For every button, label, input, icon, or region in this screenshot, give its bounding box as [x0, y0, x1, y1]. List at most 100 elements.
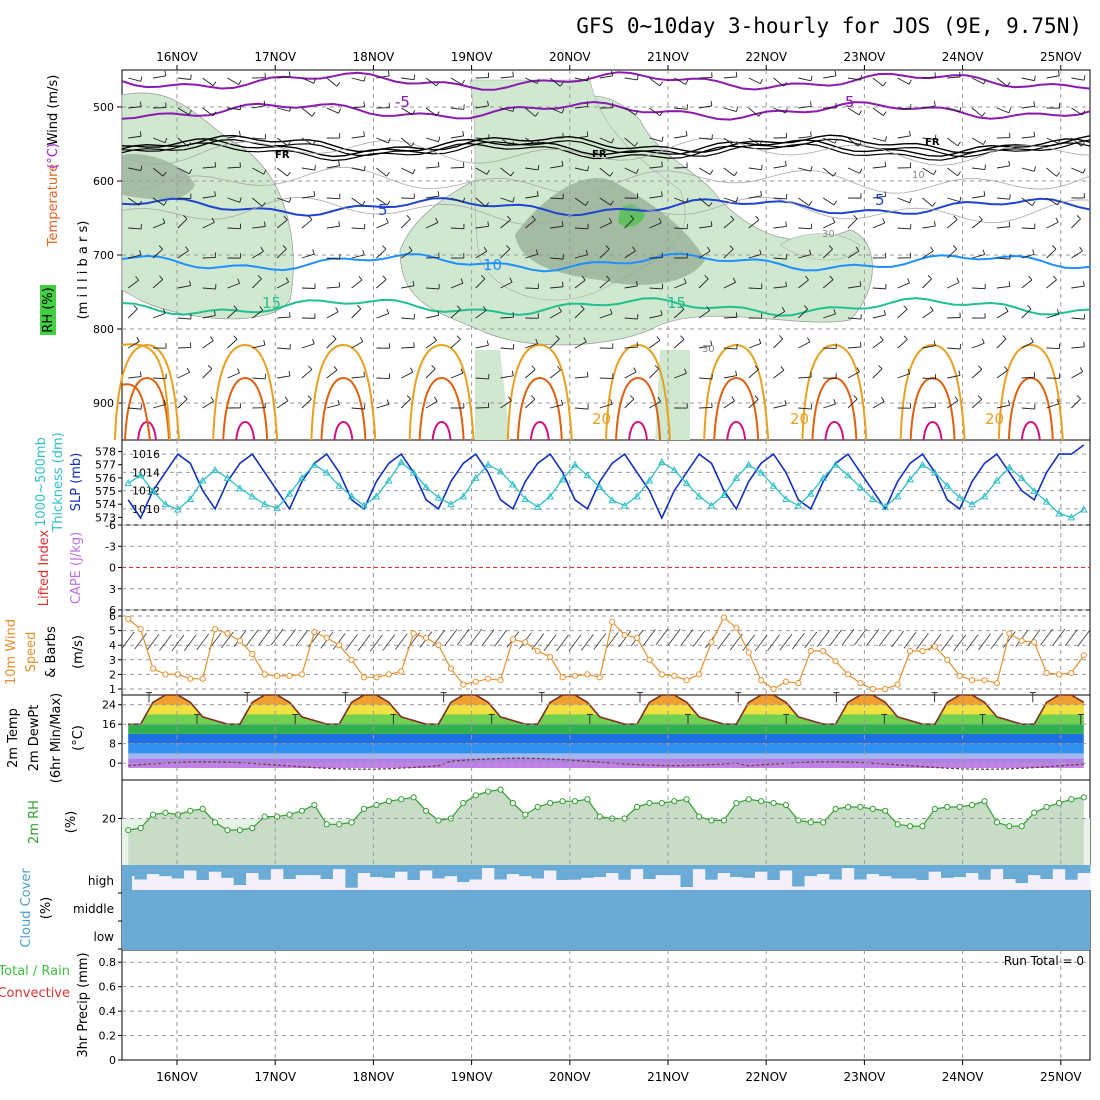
thickness-point: [993, 476, 1001, 484]
y-axis-label: Thickness (dm): [51, 432, 66, 532]
wind-barb: [773, 226, 787, 229]
wind-barb: [500, 347, 514, 350]
wind-barb: [238, 130, 241, 137]
wind-barb: [922, 250, 934, 259]
wind-barb: [698, 278, 709, 289]
y-axis-label: (m/s): [71, 635, 86, 669]
wind-barb: [511, 370, 514, 376]
wind-barb: [649, 166, 663, 169]
wind-barb: [326, 197, 340, 200]
wind-barb: [866, 629, 880, 646]
wind-tick-label: 1: [109, 683, 116, 696]
wind-barb: [245, 629, 259, 646]
wind-barb: [202, 400, 214, 409]
isotherm-arch-20: [212, 343, 279, 441]
cloud-high-gap: [1077, 873, 1091, 890]
wind-barb: [450, 227, 464, 230]
wind-barb: [412, 168, 416, 174]
precip-tick-label: 0.2: [99, 1030, 117, 1043]
wind-barb: [659, 111, 664, 116]
cloud-high-bar: [829, 865, 843, 880]
wind-barb: [284, 396, 289, 402]
contour-label: FR: [925, 137, 940, 148]
cloud-high-gap: [481, 868, 495, 890]
cape-tick-label: -6: [105, 519, 116, 532]
wind-barb: [202, 107, 214, 117]
wind-barb: [897, 373, 910, 379]
wind-barb: [227, 282, 240, 289]
wind-speed-point: [720, 614, 727, 621]
wind-barb: [611, 70, 614, 76]
cape-tick-label: 3: [109, 583, 116, 596]
wind-barb: [202, 221, 215, 229]
contour-label: FR: [275, 150, 290, 161]
wind-barb: [326, 77, 338, 87]
wind-barb: [469, 628, 483, 646]
cloud-high-gap: [332, 869, 346, 890]
wind-barb: [706, 246, 711, 252]
cloud-high-gap: [432, 878, 446, 890]
cloud-high-gap: [543, 870, 557, 890]
isotherm-line: [121, 197, 1091, 217]
wind-barb: [1071, 285, 1085, 289]
wind-barb: [624, 346, 638, 349]
wind-barb: [723, 137, 735, 147]
wind-barb: [748, 77, 761, 85]
wind-barb: [773, 107, 786, 114]
wind-barb: [500, 107, 514, 112]
y-axis-label: 1000~500mb: [34, 437, 49, 527]
isotherm-arch-30: [824, 420, 845, 441]
contour-label: 5: [378, 201, 388, 219]
cloud-high-gap: [767, 879, 781, 890]
wind-barb: [227, 107, 241, 111]
wind-barb: [288, 71, 291, 77]
rh-point: [695, 813, 703, 820]
wind-barb: [587, 165, 590, 172]
wind-barb: [536, 78, 540, 84]
wind-barb: [773, 165, 787, 169]
wind-barb: [610, 200, 614, 206]
wind-barb: [599, 279, 610, 289]
cloud-high-bar: [519, 865, 533, 877]
wind-barb: [834, 70, 837, 76]
wind-barb: [549, 338, 560, 349]
wind-barb: [1046, 197, 1058, 206]
cloud-high-gap: [159, 876, 173, 890]
wind-barb: [723, 281, 736, 289]
wind-barb: [649, 107, 661, 117]
wind-barb: [1056, 398, 1060, 404]
thickness-point: [198, 476, 207, 484]
wind-barb: [505, 245, 511, 250]
wind-barb: [525, 195, 539, 199]
wind-barb: [930, 246, 934, 252]
thickness-point: [360, 501, 368, 509]
y-axis-label: (%): [64, 811, 79, 834]
cloud-high-bar: [556, 865, 570, 880]
wind-barb: [683, 278, 687, 284]
date-label-top: 21NOV: [647, 50, 689, 64]
wind-barb: [959, 106, 962, 112]
wind-barb: [699, 76, 713, 79]
thickness-tick-label: 577: [95, 459, 116, 472]
temperature-panel: 0 8 16 24: [102, 692, 1090, 780]
wind-barb: [755, 215, 760, 221]
wind-barb: [996, 370, 1008, 379]
wind-speed-point: [125, 615, 132, 623]
wind-barb: [425, 107, 437, 117]
wind-barb: [227, 166, 241, 169]
wind-barb: [351, 167, 365, 172]
wind-barb: [227, 227, 241, 230]
rh-point: [187, 807, 194, 814]
rh-point: [422, 807, 430, 814]
wind-barb: [450, 107, 464, 110]
wind-barb: [233, 335, 238, 340]
wind-barb: [706, 306, 711, 311]
cloud-high-bar: [258, 865, 272, 880]
wind-barb: [338, 221, 341, 227]
thickness-point: [595, 483, 604, 491]
wind-barb: [338, 281, 341, 287]
wind-barb: [829, 629, 842, 647]
wind-barb: [210, 336, 214, 341]
wind-barb: [990, 632, 1004, 650]
